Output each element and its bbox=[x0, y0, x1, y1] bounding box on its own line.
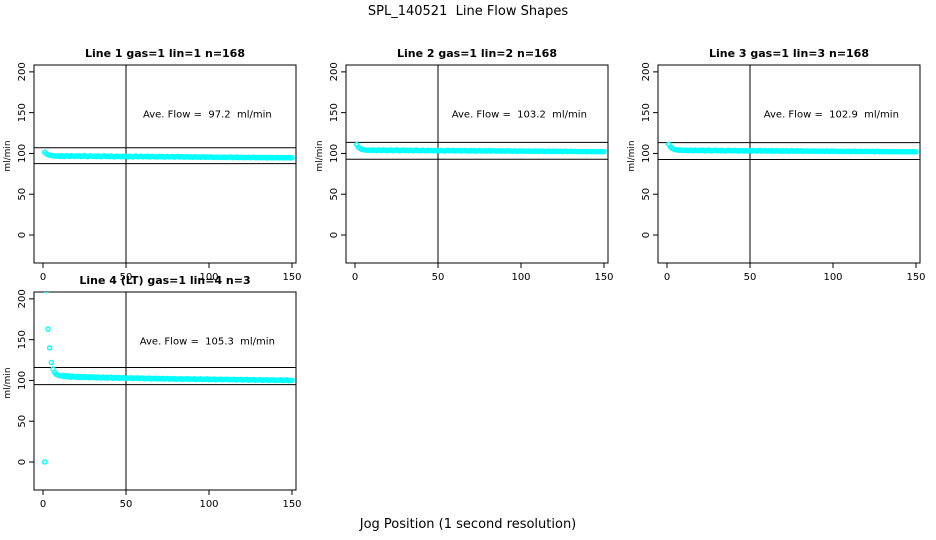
x-tick-label: 150 bbox=[906, 272, 925, 283]
y-tick-label: 100 bbox=[17, 144, 28, 163]
x-tick-label: 50 bbox=[744, 272, 757, 283]
x-tick-label: 150 bbox=[282, 499, 301, 510]
panel-box bbox=[345, 64, 609, 264]
y-tick-label: 100 bbox=[329, 144, 340, 163]
subplot-line-4-svg: Line 4 (LT) gas=1 lin=4 n=3 0 50 100 150 0 50 1… bbox=[3, 274, 302, 510]
subplot-line-2-svg: Line 2 gas=1 lin=2 n=168 0 50 100 150 0 50 100 1… bbox=[315, 47, 614, 283]
y-axis-title: ml/min bbox=[3, 140, 13, 171]
y-tick-label: 100 bbox=[17, 371, 28, 390]
y-tick-label: 200 bbox=[329, 62, 340, 81]
panel-box bbox=[657, 64, 921, 264]
x-tick-label: 0 bbox=[352, 272, 358, 283]
y-tick-label: 150 bbox=[641, 103, 652, 122]
x-tick-label: 100 bbox=[199, 499, 218, 510]
y-tick-label: 200 bbox=[17, 62, 28, 81]
x-axis: 0 50 100 150 bbox=[40, 263, 302, 283]
x-tick-label: 150 bbox=[282, 272, 301, 283]
x-tick-label: 0 bbox=[40, 499, 46, 510]
y-tick-label: 0 bbox=[329, 232, 340, 238]
y-tick-label: 200 bbox=[17, 289, 28, 308]
x-tick-label: 0 bbox=[40, 272, 46, 283]
y-tick-label: 0 bbox=[17, 232, 28, 238]
panel-box bbox=[33, 291, 297, 491]
panel-title: Line 1 gas=1 lin=1 n=168 bbox=[85, 47, 245, 60]
data-point bbox=[289, 377, 295, 384]
data-points bbox=[665, 141, 919, 155]
subplot-line-2: Line 2 gas=1 lin=2 n=168 0 50 100 150 0 50 100 1… bbox=[312, 20, 624, 290]
x-tick-label: 50 bbox=[432, 272, 445, 283]
y-tick-label: 50 bbox=[17, 415, 28, 428]
data-point bbox=[48, 359, 54, 366]
x-tick-label: 100 bbox=[823, 272, 842, 283]
subplot-line-1-svg: Line 1 gas=1 lin=1 n=168 0 50 100 150 0 50 100 1… bbox=[3, 47, 302, 283]
data-point bbox=[43, 292, 49, 294]
y-tick-label: 50 bbox=[17, 188, 28, 201]
x-axis-label: Jog Position (1 second resolution) bbox=[359, 517, 577, 532]
ave-flow-annotation: Ave. Flow = 105.3 ml/min bbox=[140, 336, 275, 347]
x-tick-label: 150 bbox=[594, 272, 613, 283]
data-point bbox=[41, 459, 48, 465]
data-point bbox=[913, 149, 919, 155]
data-points bbox=[41, 292, 295, 465]
panel-title: Line 4 (LT) gas=1 lin=4 n=3 bbox=[79, 274, 250, 287]
y-axis: 0 50 100 150 200 bbox=[641, 62, 658, 238]
x-tick-label: 0 bbox=[664, 272, 670, 283]
data-point bbox=[46, 345, 53, 351]
ave-flow-annotation: Ave. Flow = 103.2 ml/min bbox=[452, 109, 587, 120]
y-tick-label: 0 bbox=[17, 459, 28, 465]
ave-flow-annotation: Ave. Flow = 102.9 ml/min bbox=[764, 109, 899, 120]
y-axis-title: ml/min bbox=[315, 140, 325, 171]
y-tick-label: 100 bbox=[641, 144, 652, 163]
y-axis: 0 50 100 150 200 bbox=[17, 62, 34, 238]
y-tick-label: 50 bbox=[641, 188, 652, 201]
data-points bbox=[353, 141, 607, 155]
ref-lines bbox=[34, 65, 296, 263]
figure-title: SPL_140521 Line Flow Shapes bbox=[367, 4, 569, 19]
subplot-line-3: Line 3 gas=1 lin=3 n=168 0 50 100 150 0 50 100 1… bbox=[624, 20, 936, 290]
y-tick-label: 150 bbox=[17, 103, 28, 122]
y-tick-label: 150 bbox=[329, 103, 340, 122]
data-point bbox=[601, 148, 607, 155]
ave-flow-annotation: Ave. Flow = 97.2 ml/min bbox=[143, 109, 272, 120]
y-tick-label: 0 bbox=[641, 232, 652, 238]
data-point bbox=[289, 155, 295, 161]
y-axis: 0 50 100 150 200 bbox=[329, 62, 346, 238]
subplot-line-4: Line 4 (LT) gas=1 lin=4 n=3 0 50 100 150 0 50 1… bbox=[0, 270, 312, 540]
x-tick-label: 100 bbox=[199, 272, 218, 283]
ref-lines bbox=[346, 65, 608, 263]
x-axis: 0 50 100 150 bbox=[40, 490, 302, 510]
y-tick-label: 150 bbox=[17, 330, 28, 349]
data-point bbox=[45, 326, 51, 332]
y-axis-title: ml/min bbox=[3, 367, 13, 398]
x-tick-label: 50 bbox=[120, 499, 133, 510]
y-tick-label: 50 bbox=[329, 188, 340, 201]
subplot-line-1: Line 1 gas=1 lin=1 n=168 0 50 100 150 0 50 100 1… bbox=[0, 20, 312, 290]
panel-title: Line 3 gas=1 lin=3 n=168 bbox=[709, 47, 869, 60]
y-axis: 0 50 100 150 200 bbox=[17, 289, 34, 465]
x-axis: 0 50 100 150 bbox=[664, 263, 926, 283]
subplot-line-3-svg: Line 3 gas=1 lin=3 n=168 0 50 100 150 0 50 100 1… bbox=[627, 47, 926, 283]
ref-lines bbox=[34, 292, 296, 490]
panel-title: Line 2 gas=1 lin=2 n=168 bbox=[397, 47, 557, 60]
x-tick-label: 100 bbox=[511, 272, 530, 283]
data-points bbox=[41, 149, 295, 161]
ref-lines bbox=[658, 65, 920, 263]
x-tick-label: 50 bbox=[120, 272, 133, 283]
x-axis: 0 50 100 150 bbox=[352, 263, 614, 283]
y-tick-label: 200 bbox=[641, 62, 652, 81]
y-axis-title: ml/min bbox=[627, 140, 637, 171]
